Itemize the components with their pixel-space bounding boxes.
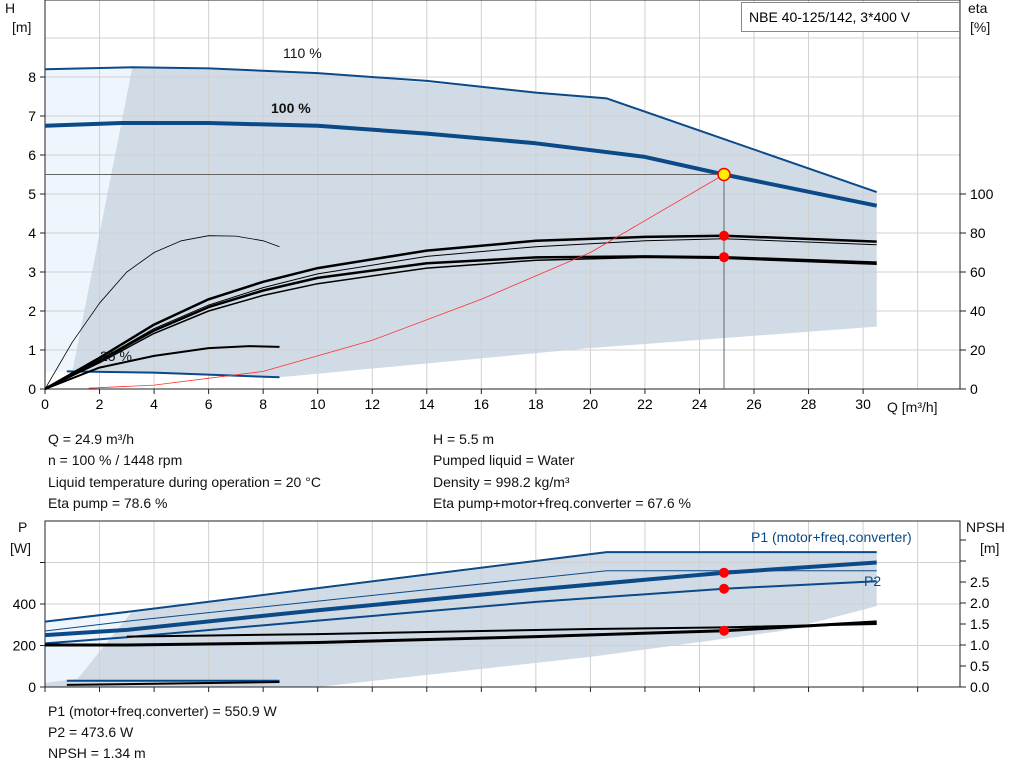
x-tick-label: 26 [746, 396, 762, 412]
h-axis-label: H [5, 0, 16, 16]
eta-tick-label: 100 [970, 186, 994, 202]
npsh-axis-unit: [m] [980, 540, 1000, 556]
x-tick-label: 2 [96, 396, 104, 412]
label-100: 100 % [271, 100, 311, 116]
y-tick-label: 8 [28, 69, 36, 85]
info-h: H = 5.5 m [433, 431, 495, 447]
y-tick-label: 3 [28, 264, 36, 280]
legend-p2: P2 [864, 573, 882, 589]
p-axis-unit: [W] [10, 540, 31, 556]
eta-curve [44, 345, 280, 390]
eta-axis-label: eta [968, 0, 988, 16]
power-curve [44, 551, 877, 623]
qh-curve [44, 121, 878, 208]
x-tick-label: 20 [583, 396, 599, 412]
x-tick-label: 30 [855, 396, 871, 412]
p2-point [719, 583, 730, 594]
eta-curve [44, 255, 877, 391]
x-tick-label: 12 [364, 396, 380, 412]
power-curve [44, 580, 877, 645]
npsh-tick-label: 0.5 [970, 658, 990, 674]
extended-area [45, 67, 133, 372]
label-25: 25 % [100, 348, 132, 364]
eta-curve [44, 256, 877, 390]
y-tick-label: 0 [28, 381, 36, 397]
qh-curve [66, 370, 280, 379]
operating-area-power [45, 552, 877, 687]
x-tick-label: 0 [41, 396, 49, 412]
y-tick-label: 1 [28, 342, 36, 358]
npsh-curve [45, 620, 877, 647]
info-n: n = 100 % / 1448 rpm [48, 452, 183, 468]
npsh-tick-label: 1.5 [970, 616, 990, 632]
x-tick-label: 6 [205, 396, 213, 412]
x-tick-label: 8 [259, 396, 267, 412]
pump-title: NBE 40-125/142, 3*400 V [741, 2, 960, 32]
info-temp: Liquid temperature during operation = 20… [48, 474, 321, 490]
q-axis-label: Q [m³/h] [887, 399, 938, 415]
eta-tick-label: 40 [970, 303, 986, 319]
info-q: Q = 24.9 m³/h [48, 431, 134, 447]
y-tick-label: 5 [28, 186, 36, 202]
label-110: 110 % [283, 45, 322, 61]
operating-area [72, 67, 877, 378]
y-tick-label: 7 [28, 108, 36, 124]
eta-tick-label: 20 [970, 342, 986, 358]
eta-axis-unit: [%] [970, 19, 991, 35]
eta-curve [44, 234, 877, 391]
power-curve [44, 560, 877, 638]
npsh-tick-label: 2.0 [970, 595, 990, 611]
eta-curve [44, 238, 877, 390]
npsh-tick-label: 0.0 [970, 679, 990, 695]
eta-total-point [719, 252, 730, 263]
x-tick-label: 10 [310, 396, 326, 412]
y-tick-label: 4 [28, 225, 36, 241]
npsh-axis-label: NPSH [966, 519, 1005, 535]
info-p2: P2 = 473.6 W [48, 724, 134, 740]
x-tick-label: 4 [150, 396, 158, 412]
p-tick-label: 0 [28, 679, 36, 695]
info-npsh: NPSH = 1.34 m [48, 745, 146, 761]
x-tick-label: 22 [637, 396, 653, 412]
p-tick-label: 200 [13, 638, 37, 654]
eta-tick-label: 0 [970, 381, 978, 397]
npsh-point [719, 625, 730, 636]
info-density: Density = 998.2 kg/m³ [433, 474, 570, 490]
npsh-tick-label: 1.0 [970, 637, 990, 653]
duty-point [717, 167, 731, 182]
system-curve [88, 174, 725, 389]
legend-p1: P1 (motor+freq.converter) [751, 529, 912, 545]
info-p1: P1 (motor+freq.converter) = 550.9 W [48, 703, 277, 719]
info-eta-pump: Eta pump = 78.6 % [48, 495, 168, 511]
p-axis-label: P [18, 519, 28, 535]
eta-tick-label: 80 [970, 225, 986, 241]
x-tick-label: 16 [474, 396, 490, 412]
p-tick-label: 400 [13, 596, 37, 612]
x-tick-label: 24 [692, 396, 708, 412]
y-tick-label: 2 [28, 303, 36, 319]
npsh-curve [66, 681, 280, 686]
x-tick-label: 18 [528, 396, 544, 412]
y-tick-label: 6 [28, 147, 36, 163]
npsh-tick-label: 2.5 [970, 574, 990, 590]
eta-curve [44, 235, 280, 390]
eta-tick-label: 60 [970, 264, 986, 280]
x-tick-label: 14 [419, 396, 435, 412]
eta-pump-point [719, 230, 730, 241]
qh-curve [44, 66, 878, 194]
x-tick-label: 28 [801, 396, 817, 412]
info-eta-total: Eta pump+motor+freq.converter = 67.6 % [433, 495, 691, 511]
p1-point [719, 567, 730, 578]
h-axis-unit: [m] [12, 19, 32, 35]
info-liquid: Pumped liquid = Water [433, 452, 575, 468]
